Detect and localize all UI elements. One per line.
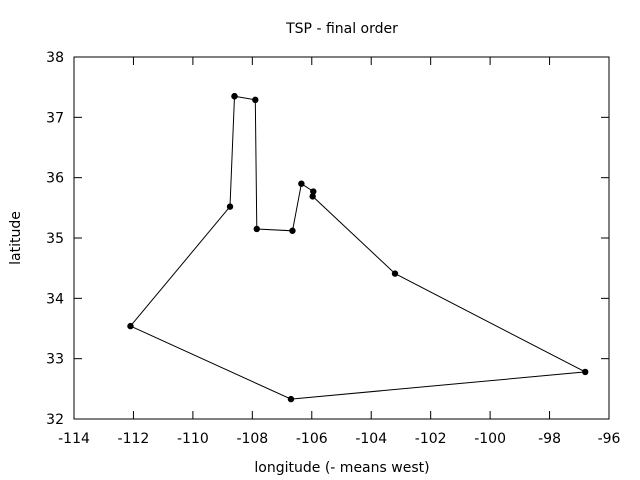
x-tick-label: -98 xyxy=(538,431,561,447)
y-tick-label: 38 xyxy=(46,50,64,66)
y-axis: 32 33 34 35 36 37 38 xyxy=(46,50,609,428)
series-layer xyxy=(127,93,589,403)
tour-path-line xyxy=(129,95,587,400)
x-tick-label: -108 xyxy=(236,431,268,447)
city-point xyxy=(231,93,238,100)
city-point xyxy=(582,368,589,376)
city-point xyxy=(391,270,399,277)
x-tick-label: -106 xyxy=(296,431,328,447)
x-tick-label: -100 xyxy=(474,431,506,447)
y-tick-label: 33 xyxy=(46,352,64,368)
city-point xyxy=(298,180,305,187)
city-point xyxy=(310,188,317,195)
city-point xyxy=(127,322,134,330)
city-point xyxy=(289,227,296,234)
x-axis-label: longitude (- means west) xyxy=(254,460,429,476)
x-tick-label: -104 xyxy=(355,431,387,447)
y-tick-label: 35 xyxy=(46,231,64,247)
city-point xyxy=(287,395,295,403)
x-tick-label: -112 xyxy=(118,431,150,447)
y-axis-label: latitude xyxy=(8,211,24,265)
y-tick-label: 34 xyxy=(46,291,64,307)
y-tick-label: 37 xyxy=(46,110,64,126)
y-tick-label: 36 xyxy=(46,171,64,187)
x-tick-label: -110 xyxy=(177,431,209,447)
chart-title: TSP - final order xyxy=(285,21,398,37)
x-tick-label: -102 xyxy=(415,431,447,447)
city-point xyxy=(253,225,260,233)
city-point xyxy=(226,203,234,210)
x-tick-label: -114 xyxy=(58,431,90,447)
x-axis: -114 -112 -110 -108 -106 -104 -102 -100 -98 -96 xyxy=(58,57,621,447)
plot-frame xyxy=(73,56,610,420)
city-point xyxy=(309,193,316,200)
x-tick-label: -96 xyxy=(598,431,621,447)
y-tick-label: 32 xyxy=(46,412,64,428)
city-point xyxy=(252,96,259,104)
